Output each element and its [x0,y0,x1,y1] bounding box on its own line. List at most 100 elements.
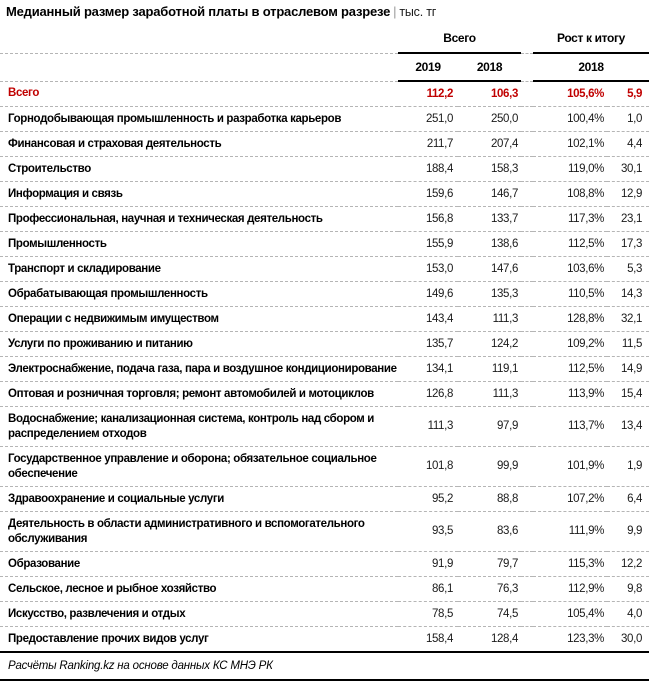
industry-row: Операции с недвижимым имуществом 143,4 1… [0,306,649,332]
column-header-2018: 2018 [458,53,521,82]
salary-2018-cell: 138,6 [458,231,521,257]
industry-label: Информация и связь [0,181,398,207]
salary-2019-cell: 101,8 [398,446,458,487]
industry-row: Предоставление прочих видов услуг 158,4 … [0,626,649,653]
growth-abs-cell: 13,4 [607,406,649,447]
industry-row: Государственное управление и оборона; об… [0,446,649,487]
table-body: Всего 112,2 106,3 105,6% 5,9 Горнодобыва… [0,81,649,653]
industry-row: Электроснабжение, подача газа, пара и во… [0,356,649,382]
industry-row: Оптовая и розничная торговля; ремонт авт… [0,381,649,407]
salary-2018-cell: 128,4 [458,626,521,653]
growth-abs-cell: 6,4 [607,486,649,512]
salary-2018-cell: 76,3 [458,576,521,602]
growth-abs-cell: 12,9 [607,181,649,207]
salary-2019-cell: 155,9 [398,231,458,257]
row-spacer-cell [521,551,533,577]
growth-pct-cell: 117,3% [533,206,607,232]
industry-label: Горнодобывающая промышленность и разрабо… [0,106,398,132]
salary-2018-cell: 111,3 [458,306,521,332]
growth-abs-cell: 1,0 [607,106,649,132]
salary-2018-cell: 97,9 [458,406,521,447]
row-spacer-cell [521,181,533,207]
salary-2018-cell: 250,0 [458,106,521,132]
growth-pct-cell: 109,2% [533,331,607,357]
total-salary-2019: 112,2 [398,81,458,107]
growth-abs-cell: 1,9 [607,446,649,487]
salary-2019-cell: 111,3 [398,406,458,447]
growth-abs-cell: 30,1 [607,156,649,182]
salary-2019-cell: 156,8 [398,206,458,232]
salary-2019-cell: 135,7 [398,331,458,357]
growth-abs-cell: 4,4 [607,131,649,157]
total-growth-pct: 105,6% [533,81,607,107]
row-spacer-cell [521,601,533,627]
industry-row: Профессиональная, научная и техническая … [0,206,649,232]
salary-2019-cell: 149,6 [398,281,458,307]
salary-2018-cell: 158,3 [458,156,521,182]
industry-row: Услуги по проживанию и питанию 135,7 124… [0,331,649,357]
growth-abs-cell: 15,4 [607,381,649,407]
industry-row: Строительство 188,4 158,3 119,0% 30,1 [0,156,649,182]
growth-abs-cell: 23,1 [607,206,649,232]
growth-pct-cell: 112,9% [533,576,607,602]
salary-2018-cell: 135,3 [458,281,521,307]
row-spacer-cell [521,131,533,157]
salary-table: Всего Рост к итогу 2019 2018 2018 Всего … [0,22,649,653]
growth-pct-cell: 105,4% [533,601,607,627]
row-spacer-cell [521,486,533,512]
year-row-empty-cell [0,53,398,82]
growth-pct-cell: 112,5% [533,356,607,382]
industry-label: Электроснабжение, подача газа, пара и во… [0,356,398,382]
growth-abs-cell: 30,0 [607,626,649,653]
row-spacer-cell [521,406,533,447]
industry-label: Операции с недвижимым имуществом [0,306,398,332]
industry-label: Государственное управление и оборона; об… [0,446,398,487]
title-unit: тыс. тг [399,5,437,19]
growth-abs-cell: 4,0 [607,601,649,627]
growth-pct-cell: 112,5% [533,231,607,257]
salary-2018-cell: 83,6 [458,511,521,552]
industry-label: Деятельность в области административного… [0,511,398,552]
growth-pct-cell: 100,4% [533,106,607,132]
row-spacer-cell [521,381,533,407]
row-spacer-cell [521,331,533,357]
row-spacer-cell [521,511,533,552]
growth-pct-cell: 110,5% [533,281,607,307]
industry-label: Искусство, развлечения и отдых [0,601,398,627]
growth-abs-cell: 12,2 [607,551,649,577]
total-row-spacer-cell [521,81,533,107]
growth-abs-cell: 9,8 [607,576,649,602]
salary-2018-cell: 88,8 [458,486,521,512]
salary-2019-cell: 211,7 [398,131,458,157]
row-spacer-cell [521,106,533,132]
growth-pct-cell: 123,3% [533,626,607,653]
growth-abs-cell: 9,9 [607,511,649,552]
salary-2019-cell: 91,9 [398,551,458,577]
salary-2019-cell: 158,4 [398,626,458,653]
year-row-spacer-cell [521,53,533,82]
industry-row: Водоснабжение; канализационная система, … [0,406,649,447]
salary-2018-cell: 124,2 [458,331,521,357]
row-spacer-cell [521,156,533,182]
salary-2019-cell: 143,4 [398,306,458,332]
salary-2019-cell: 134,1 [398,356,458,382]
row-spacer-cell [521,231,533,257]
industry-label: Финансовая и страховая деятельность [0,131,398,157]
salary-2018-cell: 74,5 [458,601,521,627]
growth-abs-cell: 17,3 [607,231,649,257]
industry-label: Предоставление прочих видов услуг [0,626,398,653]
page-title: Медианный размер заработной платы в отра… [0,0,649,22]
row-spacer-cell [521,281,533,307]
industry-label: Здравоохранение и социальные услуги [0,486,398,512]
salary-2018-cell: 119,1 [458,356,521,382]
group-row-empty-cell [0,22,398,54]
salary-2018-cell: 146,7 [458,181,521,207]
industry-row: Образование 91,9 79,7 115,3% 12,2 [0,551,649,577]
salary-2019-cell: 153,0 [398,256,458,282]
source-note: Расчёты Ranking.kz на основе данных КС М… [0,653,649,681]
growth-abs-cell: 11,5 [607,331,649,357]
growth-pct-cell: 108,8% [533,181,607,207]
column-year-row: 2019 2018 2018 [0,53,649,82]
total-growth-abs: 5,9 [607,81,649,107]
